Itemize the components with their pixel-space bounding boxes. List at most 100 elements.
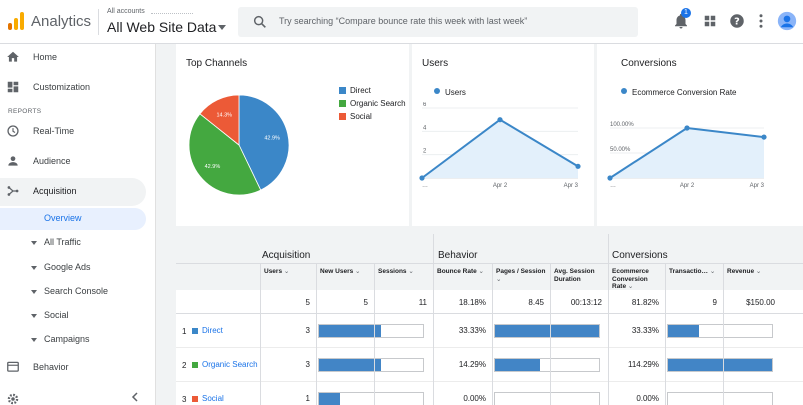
top-channels-pie-chart[interactable]: 42.9% 42.9% 14.3% — [184, 90, 294, 200]
data-point[interactable] — [684, 125, 690, 131]
sidebar-item-realtime[interactable]: Real-Time — [0, 118, 146, 146]
sidebar-subitem-google-ads[interactable]: Google Ads — [0, 257, 146, 279]
top-channels-card: Top Channels 42.9% 42.9% 14.3% Direct Orga… — [176, 44, 409, 226]
sidebar-item-home[interactable]: Home — [0, 44, 146, 72]
users-line-chart[interactable]: 6 4 2 … Apr 2 Apr 3 — [412, 102, 594, 226]
property-selector[interactable]: All Web Site Data — [107, 19, 217, 35]
channel-link[interactable]: Social — [202, 394, 224, 403]
pie-slice-organic-search[interactable] — [188, 113, 262, 196]
sort-caret-icon[interactable]: ⌄ — [708, 268, 716, 275]
divider — [608, 234, 609, 264]
sidebar-item-label: Home — [33, 52, 58, 62]
legend-label: Ecommerce Conversion Rate — [632, 88, 737, 97]
conversion-rate-cell: 0.00% — [636, 394, 659, 403]
y-tick-label: 6 — [423, 102, 427, 108]
column-header[interactable]: New Users ⌄ — [320, 268, 372, 276]
x-tick-label: … — [422, 183, 428, 189]
channel-link[interactable]: Organic Search — [202, 360, 258, 369]
y-tick-label: 4 — [423, 125, 427, 131]
channel-color-swatch — [192, 396, 198, 402]
table-row[interactable]: 2 Organic Search 3 14.29% 114.29% — [176, 348, 803, 382]
search-input[interactable]: Try searching “Compare bounce rate this … — [279, 16, 528, 26]
sort-caret-icon[interactable]: ⌄ — [496, 275, 502, 283]
conversions-card: Conversions Ecommerce Conversion Rate 10… — [597, 44, 803, 226]
x-tick-label: Apr 3 — [750, 183, 765, 189]
pie-slice-direct[interactable] — [238, 94, 290, 191]
column-header[interactable]: Bounce Rate ⌄ — [437, 268, 490, 276]
column-header[interactable]: Sessions ⌄ — [378, 268, 431, 276]
table-row[interactable]: 1 Direct 3 33.33% 33.33% — [176, 314, 803, 348]
column-header[interactable]: Transactio… ⌄ — [669, 268, 721, 276]
data-point[interactable] — [419, 175, 425, 181]
new-users-bar — [318, 358, 424, 372]
sidebar-subitem-label: Search Console — [44, 286, 109, 296]
x-tick-label: … — [610, 183, 616, 189]
x-tick-label: Apr 2 — [493, 183, 508, 189]
group-acquisition: Acquisition — [262, 250, 311, 261]
legend-label: Direct — [350, 86, 371, 95]
sidebar-subitem-label: Google Ads — [44, 262, 91, 272]
divider — [433, 234, 434, 264]
column-header-label: Revenue — [727, 268, 755, 275]
sort-caret-icon[interactable]: ⌄ — [476, 268, 484, 275]
data-point[interactable] — [497, 117, 503, 123]
pie-slice-social[interactable] — [199, 94, 240, 146]
data-point[interactable] — [575, 163, 581, 169]
collapse-sidebar-chevron-icon[interactable] — [130, 392, 140, 402]
conversions-line-chart[interactable]: 100.00% 50.00% … Apr 2 Apr 3 — [597, 102, 803, 226]
search-icon — [253, 15, 266, 28]
row-number: 3 — [182, 395, 187, 404]
bar-fill — [319, 393, 340, 405]
chevron-down-icon[interactable] — [218, 25, 226, 30]
data-point[interactable] — [761, 134, 767, 140]
column-header[interactable]: Ecommerce Conversion Rate ⌄ — [612, 268, 663, 291]
column-header[interactable]: Pages / Session ⌄ — [496, 268, 548, 283]
apps-button[interactable] — [701, 12, 719, 30]
sidebar: Home Customization REPORTS Real-Time Aud… — [0, 44, 156, 405]
caret-down-icon — [31, 338, 37, 342]
sidebar-subitem-search-console[interactable]: Search Console — [0, 281, 146, 303]
pages-session-bar — [494, 392, 600, 405]
channel-link[interactable]: Direct — [202, 326, 223, 335]
sort-caret-icon[interactable]: ⌄ — [626, 283, 634, 290]
sidebar-item-label: Real-Time — [33, 126, 75, 136]
caret-down-icon — [31, 241, 37, 245]
column-header[interactable]: Revenue ⌄ — [727, 268, 779, 276]
help-button[interactable]: ? — [728, 12, 746, 30]
gear-icon[interactable] — [6, 392, 20, 405]
sidebar-item-behavior[interactable]: Behavior — [0, 354, 146, 382]
dashboard-icon — [7, 81, 19, 93]
sidebar-item-customization[interactable]: Customization — [0, 74, 146, 102]
bar-fill — [319, 325, 381, 337]
sort-caret-icon[interactable]: ⌄ — [754, 268, 762, 275]
sidebar-subitem-all-traffic[interactable]: All Traffic — [0, 232, 146, 254]
notifications-button[interactable]: 1 — [672, 8, 691, 30]
apps-grid-icon — [704, 15, 716, 27]
legend-item-direct[interactable]: Direct — [339, 86, 406, 99]
sort-caret-icon[interactable]: ⌄ — [406, 268, 414, 275]
search-bar[interactable]: Try searching “Compare bounce rate this … — [238, 7, 638, 37]
sidebar-item-acquisition[interactable]: Acquisition — [0, 178, 146, 206]
column-header-label: Users — [264, 268, 283, 275]
legend-item-social[interactable]: Social — [339, 112, 406, 125]
account-label[interactable]: All accounts — [107, 8, 145, 15]
column-header[interactable]: Avg. Session Duration — [554, 268, 606, 283]
account-avatar[interactable] — [777, 11, 797, 31]
table-row[interactable]: 3 Social 1 0.00% 0.00% — [176, 382, 803, 405]
series-area — [610, 128, 764, 178]
sidebar-subitem-label: Social — [44, 310, 69, 320]
more-options-button[interactable] — [752, 12, 770, 30]
analytics-logo-icon[interactable] — [8, 12, 24, 30]
column-header[interactable]: Users ⌄ — [264, 268, 314, 276]
data-point[interactable] — [607, 175, 613, 181]
sidebar-subitem-social[interactable]: Social — [0, 305, 146, 327]
sidebar-subitem-campaigns[interactable]: Campaigns — [0, 329, 146, 351]
caret-down-icon — [31, 266, 37, 270]
sidebar-subitem-overview[interactable]: Overview — [0, 208, 146, 230]
sort-caret-icon[interactable]: ⌄ — [282, 268, 290, 275]
legend-item-organic-search[interactable]: Organic Search — [339, 99, 406, 112]
sort-caret-icon[interactable]: ⌄ — [353, 268, 361, 275]
help-icon: ? — [730, 14, 744, 28]
sidebar-item-audience[interactable]: Audience — [0, 148, 146, 176]
sidebar-item-label: Behavior — [33, 362, 69, 372]
